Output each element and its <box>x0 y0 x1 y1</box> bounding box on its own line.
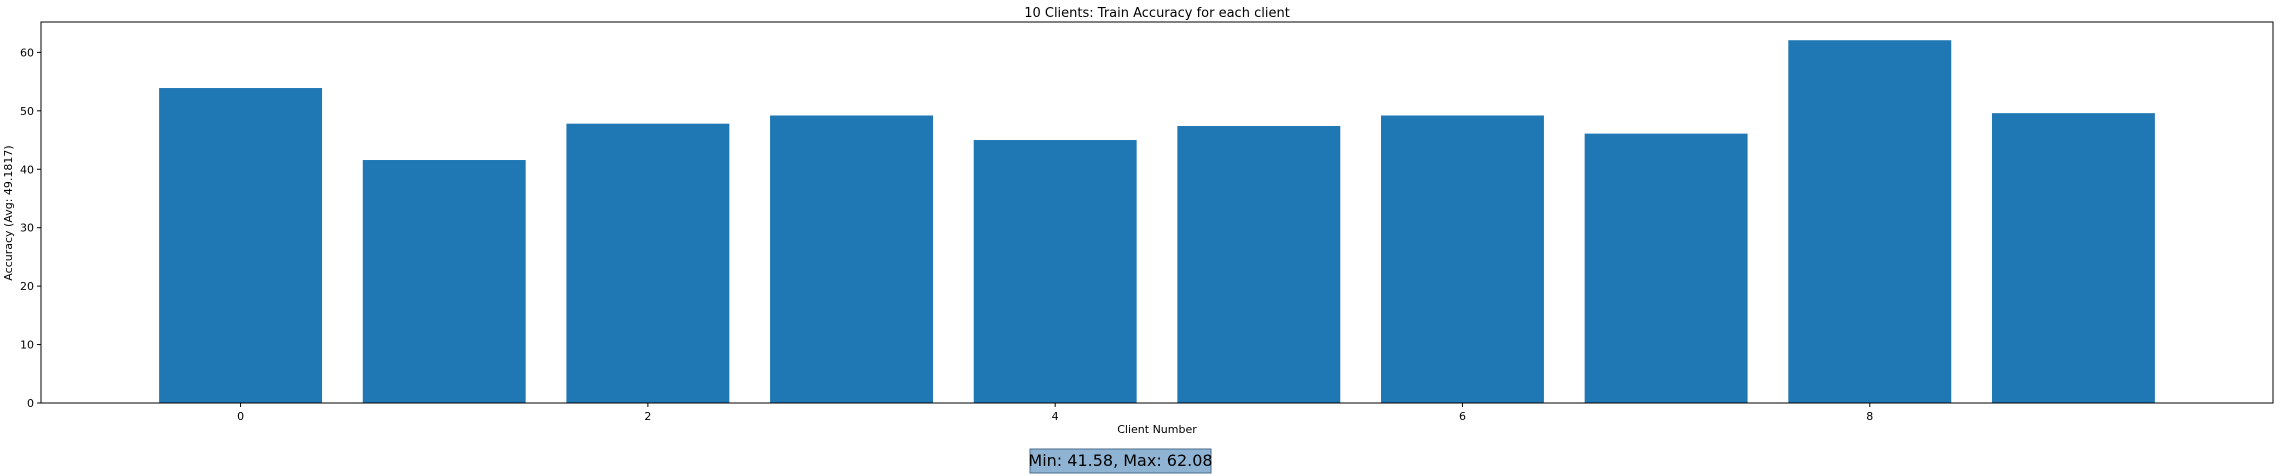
bar-client-6 <box>1381 115 1544 403</box>
annotation-text: Min: 41.58, Max: 62.08 <box>1028 451 1212 470</box>
x-tick-label: 6 <box>1459 410 1466 423</box>
annotation-background <box>1029 448 1212 474</box>
bar-client-0 <box>159 88 323 403</box>
y-tick-label: 10 <box>20 339 34 352</box>
x-tick-label: 8 <box>1866 410 1873 423</box>
y-axis: 0 10 20 30 40 50 60 <box>20 46 41 410</box>
x-tick-label: 0 <box>237 410 244 423</box>
y-tick-label: 0 <box>27 397 34 410</box>
y-tick-label: 30 <box>20 222 34 235</box>
x-tick-label: 4 <box>1052 410 1059 423</box>
min-max-annotation: Min: 41.58, Max: 62.08 <box>1028 448 1213 474</box>
bar-client-4 <box>973 140 1137 404</box>
bar-client-8 <box>1788 40 1952 403</box>
y-tick-label: 40 <box>20 163 34 176</box>
plot-frame <box>40 21 2274 404</box>
bar-client-2 <box>566 123 730 403</box>
bar-client-7 <box>1584 133 1748 403</box>
bars-group <box>159 40 2155 404</box>
x-axis-label: Client Number <box>1117 423 1197 436</box>
y-axis-label: Accuracy (Avg: 49.1817) <box>2 145 15 280</box>
y-tick-label: 20 <box>20 280 34 293</box>
bar-client-9 <box>1991 113 2155 403</box>
x-tick-label: 2 <box>644 410 651 423</box>
y-tick-label: 50 <box>20 105 34 118</box>
bar-client-1 <box>362 160 526 403</box>
y-tick-label: 60 <box>20 46 34 59</box>
bar-client-5 <box>1177 126 1341 404</box>
bar-client-3 <box>770 115 933 403</box>
chart-title: 10 Clients: Train Accuracy for each clie… <box>1024 6 1290 21</box>
x-axis: 0 2 4 6 8 <box>237 403 1873 423</box>
